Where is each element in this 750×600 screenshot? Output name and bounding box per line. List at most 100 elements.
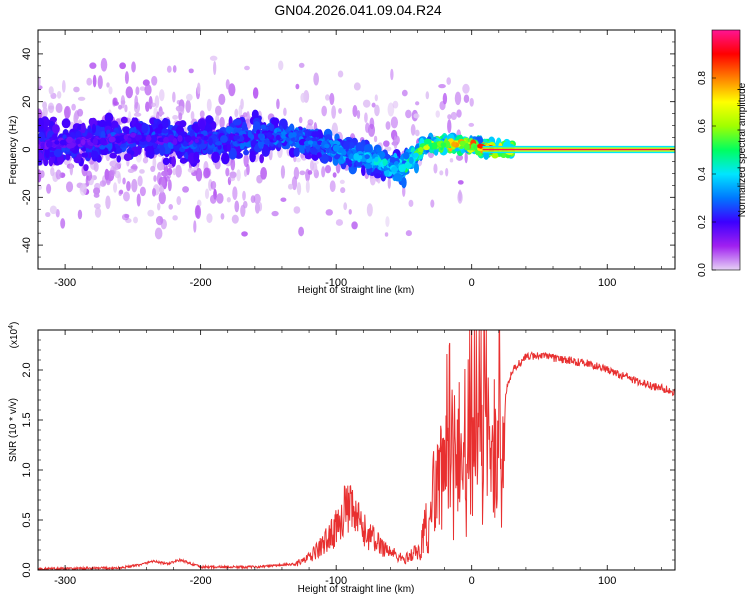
ridge-blob (59, 139, 67, 146)
band-blob (116, 155, 122, 163)
x-tick-label: -200 (190, 575, 212, 587)
y-tick-label: -40 (21, 237, 33, 253)
noise-blob (408, 199, 414, 207)
noise-blob (86, 170, 93, 181)
snr-y-label: SNR (10 * v/v) (8, 398, 19, 462)
noise-blob (38, 108, 43, 121)
band-blob (177, 153, 183, 159)
noise-blob (252, 87, 259, 99)
band-blob (205, 116, 214, 124)
band-blob (243, 149, 250, 156)
noise-blob (117, 173, 122, 184)
noise-blob (65, 181, 74, 193)
ridge-blob (208, 137, 213, 146)
noise-blob (185, 99, 191, 113)
spectrogram-y-label: Frequency (Hz) (8, 116, 19, 185)
noise-blob (215, 105, 222, 116)
noise-blob (155, 215, 164, 226)
band-blob (98, 119, 107, 128)
noise-blob (77, 96, 86, 101)
noise-blob (139, 169, 145, 174)
snr-y-multiplier: (x104) (8, 322, 20, 349)
noise-blob (300, 153, 305, 159)
noise-blob (55, 169, 62, 180)
snr-series-line (38, 330, 675, 570)
band-blob (161, 128, 169, 134)
ridge-blob (398, 164, 406, 173)
noise-blob (373, 135, 378, 143)
ridge-blob (108, 136, 116, 143)
noise-blob (456, 109, 462, 118)
noise-blob (55, 102, 63, 114)
noise-blob (253, 193, 261, 205)
noise-blob (393, 135, 398, 150)
x-tick-label: 100 (598, 575, 616, 587)
noise-blob (425, 91, 430, 100)
noise-blob (366, 203, 373, 217)
noise-blob (234, 108, 239, 118)
noise-blob (219, 116, 225, 129)
noise-blob (271, 210, 279, 217)
band-blob (38, 158, 43, 166)
ridge-blob (40, 142, 45, 147)
noise-blob (63, 105, 71, 119)
noise-blob (313, 72, 319, 86)
noise-blob (240, 204, 246, 218)
ridge-blob (451, 141, 457, 147)
noise-blob (93, 193, 100, 198)
noise-blob (172, 91, 176, 103)
noise-blob (390, 116, 399, 129)
noise-blob (240, 98, 244, 110)
ridge-blob (463, 143, 470, 151)
noise-blob (151, 187, 157, 197)
noise-blob (209, 194, 217, 204)
noise-blob (209, 55, 218, 61)
ridge-blob (364, 154, 370, 160)
noise-blob (46, 183, 52, 194)
band-blob (81, 152, 89, 158)
ridge-blob (459, 140, 466, 146)
band-blob (261, 145, 270, 157)
colorbar-tick-label: 0.8 (697, 71, 708, 85)
spectrogram-x-label: Height of straight line (km) (298, 285, 415, 296)
noise-blob (86, 77, 93, 86)
noise-blob (445, 167, 449, 177)
ridge-blob (127, 137, 132, 143)
noise-blob (48, 86, 54, 95)
x-tick-label: -300 (54, 277, 76, 289)
band-blob (268, 123, 275, 131)
noise-blob (468, 122, 475, 127)
noise-blob (172, 215, 178, 221)
ridge-blob (444, 140, 451, 148)
noise-blob (298, 116, 303, 124)
noise-blob (139, 186, 146, 197)
noise-blob (329, 92, 335, 106)
band-blob (154, 148, 161, 155)
noise-blob (242, 190, 246, 201)
noise-blob (150, 102, 156, 108)
ridge-blob (275, 134, 281, 141)
band-blob (226, 143, 231, 152)
ridge-blob (431, 142, 438, 150)
noise-blob (151, 75, 158, 86)
noise-blob (295, 157, 301, 163)
ridge-blob (220, 135, 228, 143)
noise-blob (94, 207, 102, 218)
noise-blob (195, 167, 203, 182)
noise-blob (93, 161, 99, 172)
noise-blob (144, 84, 152, 96)
ridge-blob (54, 140, 60, 145)
band-blob (225, 126, 233, 134)
snr-plot-area (38, 330, 675, 570)
ridge-blob (266, 132, 273, 139)
ridge-blob (69, 142, 76, 149)
snr-y-ticks: 0.0 0.5 1.0 1.5 2.0 (21, 339, 675, 578)
noise-blob (392, 100, 399, 109)
figure-title: GN04.2026.041.09.04.R24 (274, 2, 442, 18)
noise-blob (296, 182, 302, 196)
y-tick-label: 0.0 (21, 562, 33, 577)
colorbar-tick-label: 0.6 (697, 119, 708, 133)
noise-blob (79, 183, 87, 196)
noise-blob (325, 209, 333, 216)
